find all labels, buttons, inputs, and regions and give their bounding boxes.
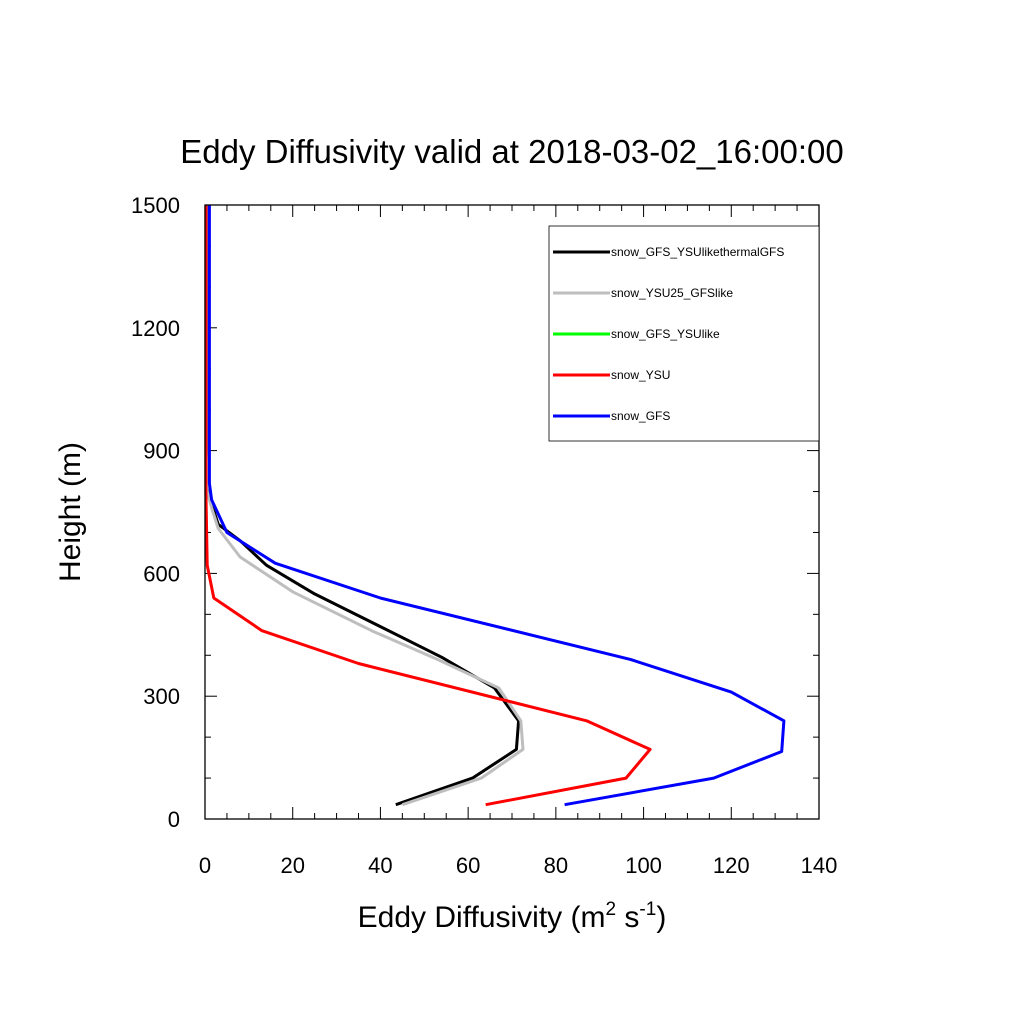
x-axis-title-main: Eddy Diffusivity (m [358,901,606,934]
y-tick-label: 600 [143,561,180,586]
legend-label: snow_YSU [611,368,670,382]
y-tick-label: 1500 [131,193,180,218]
x-tick-label: 0 [199,853,211,878]
x-axis-title-sup-2: -1 [639,899,656,920]
legend: snow_GFS_YSUlikethermalGFS snow_YSU25_GFS… [548,225,820,442]
legend-label: snow_GFS_YSUlikethermalGFS [611,245,784,259]
x-axis-title-sup-1: 2 [606,899,617,920]
x-tick-label: 80 [544,853,568,878]
x-tick-label: 120 [713,853,750,878]
legend-box [548,225,820,442]
legend-label: snow_GFS [611,409,670,423]
x-tick-label: 20 [280,853,304,878]
x-axis-title-mid: s [616,901,639,934]
y-tick-labels: 0 300 600 900 1200 1500 [131,193,180,832]
x-axis-title-end: ) [656,901,666,934]
y-tick-label: 0 [168,807,180,832]
series-line-4 [204,205,652,807]
plot-frame [204,204,820,820]
x-tick-label: 140 [801,853,838,878]
y-tick-label: 1200 [131,316,180,341]
y-tick-label: 900 [143,439,180,464]
y-axis-title: Height (m) [54,442,87,582]
legend-label: snow_GFS_YSUlike [611,327,720,341]
x-tick-label: 40 [368,853,392,878]
x-axis-title: Eddy Diffusivity (m2 s-1) [358,899,667,934]
x-tick-labels: 0 20 40 60 80 100 120 140 [199,853,837,878]
series-layer [204,205,786,807]
x-tick-label: 100 [625,853,662,878]
x-tick-label: 60 [456,853,480,878]
series-line-5 [207,205,786,807]
chart-title: Eddy Diffusivity valid at 2018-03-02_16:… [180,133,843,170]
y-tick-label: 300 [143,684,180,709]
legend-label: snow_YSU25_GFSlike [611,286,733,300]
